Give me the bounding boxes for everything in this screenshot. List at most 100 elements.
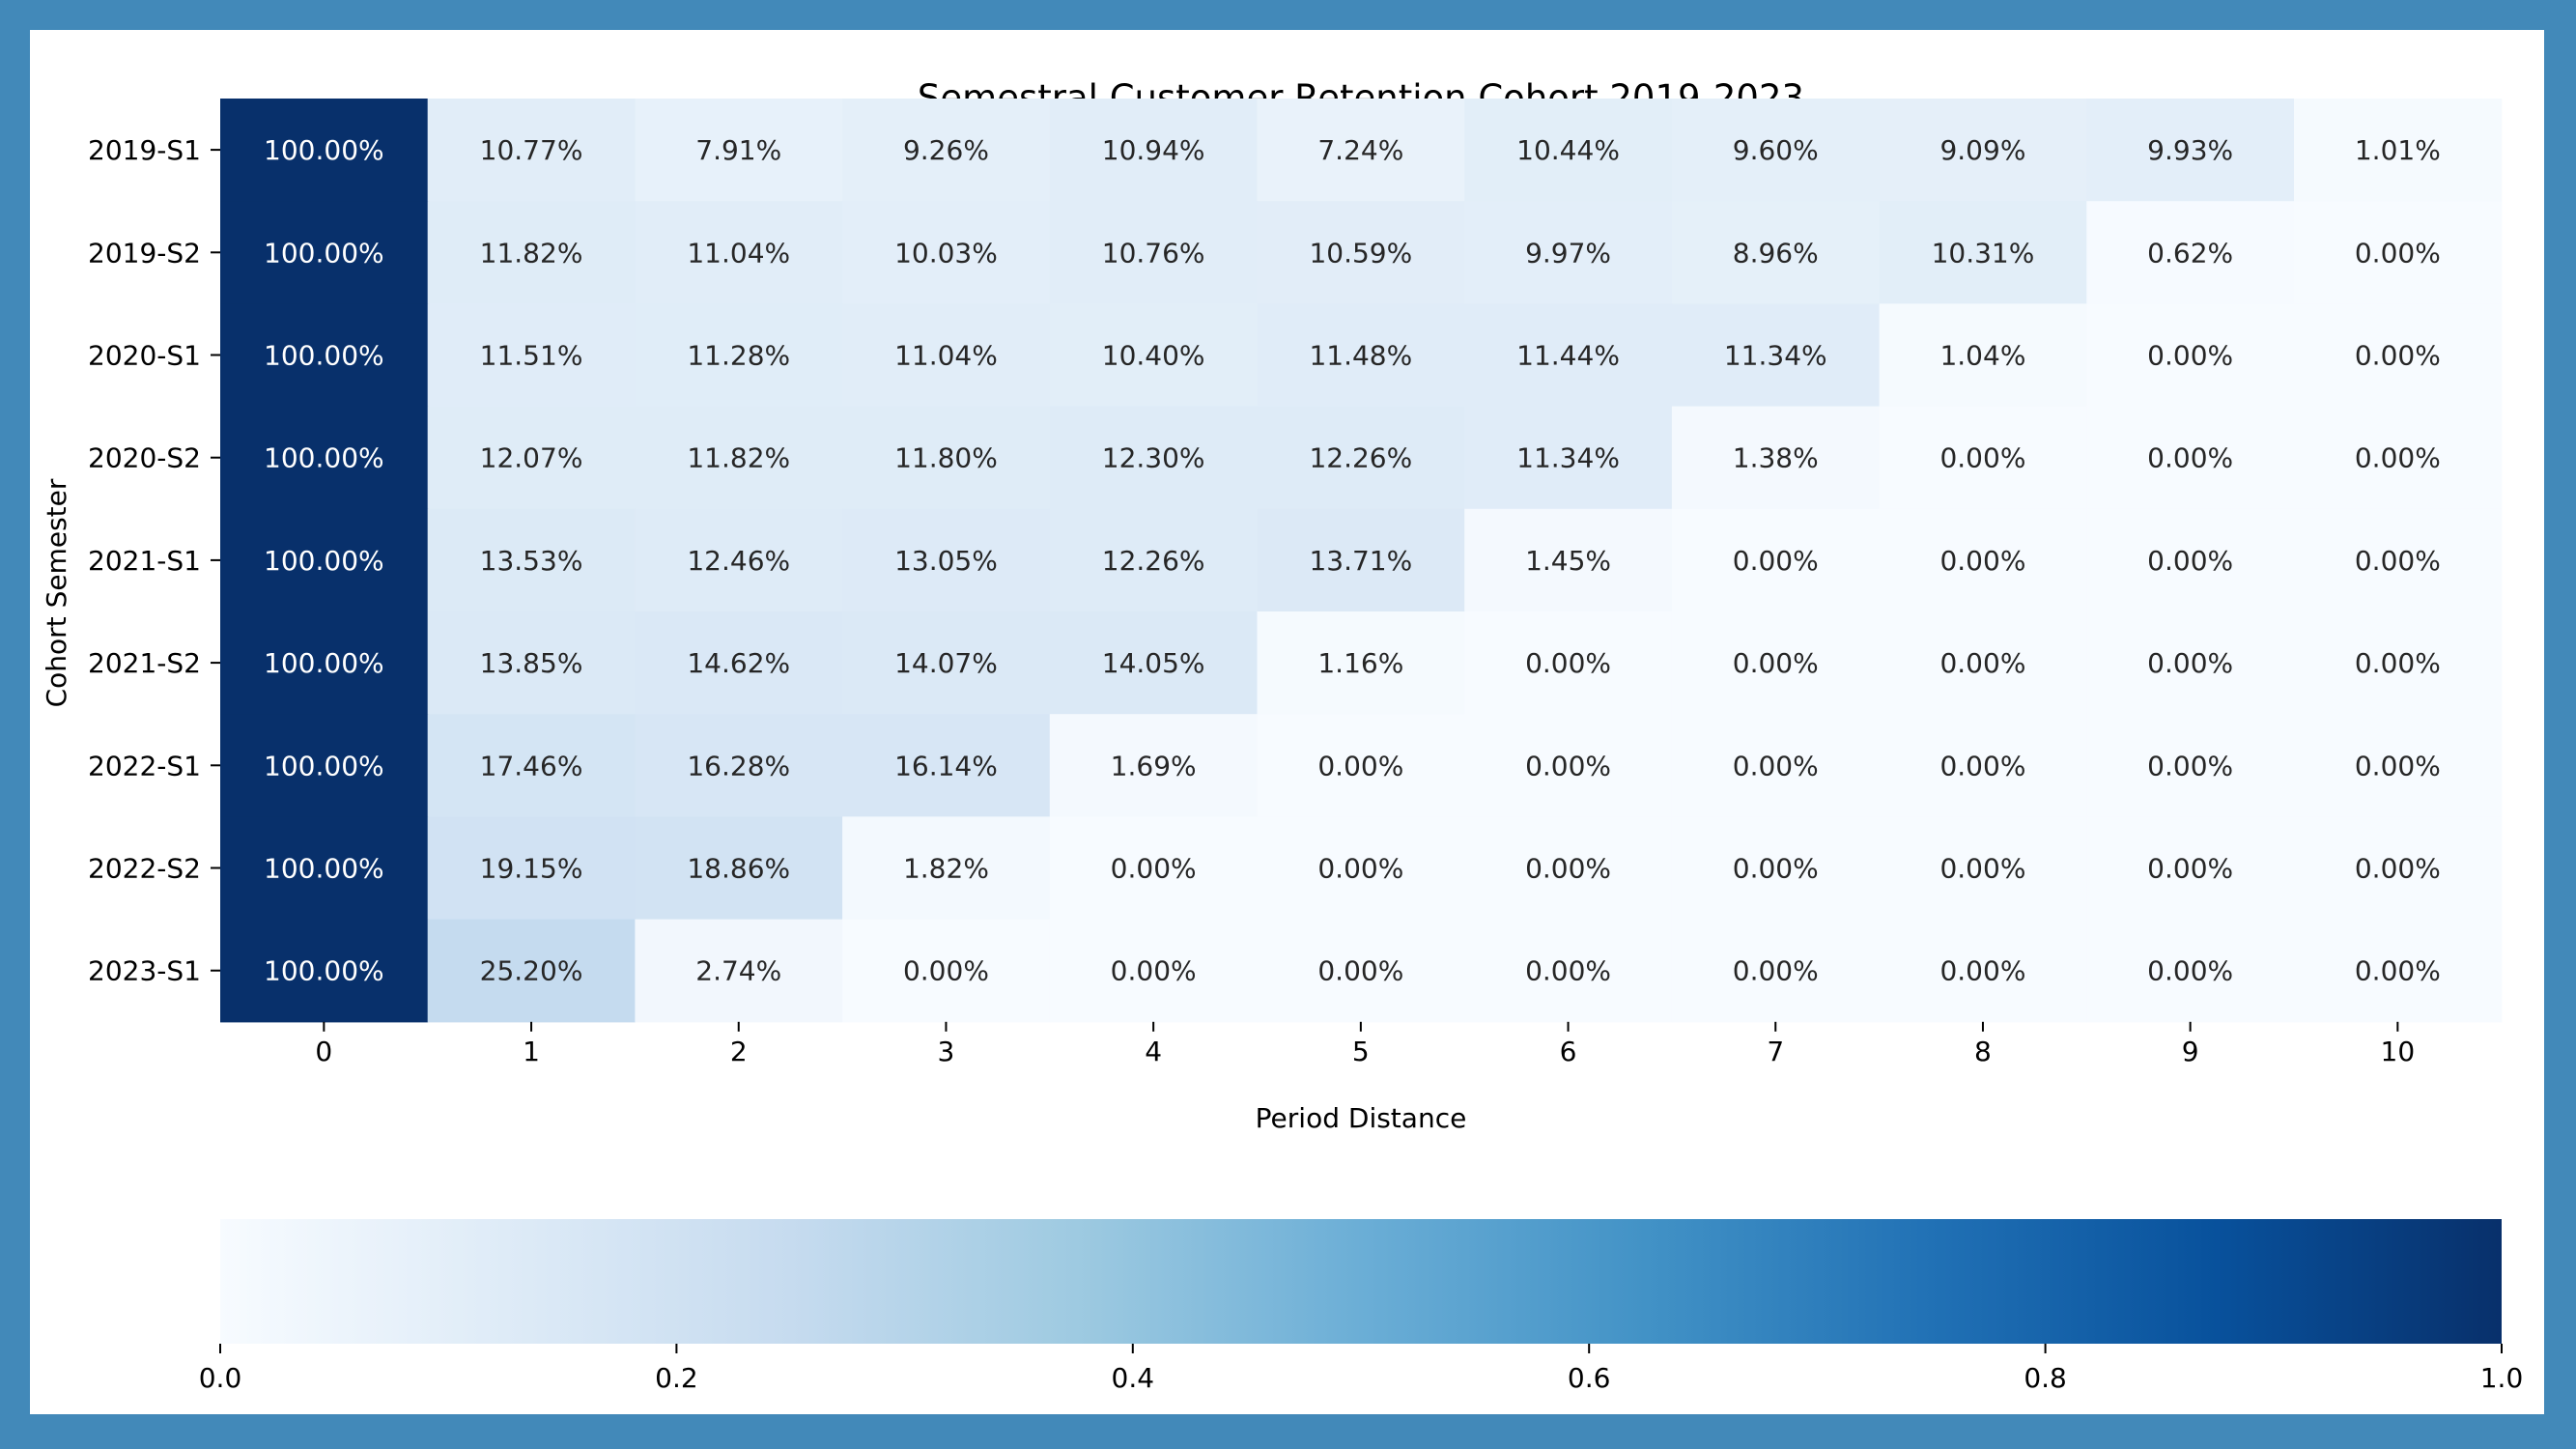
heatmap-cell <box>2294 406 2503 510</box>
cell-value-label: 0.00% <box>2355 545 2441 577</box>
y-axis-label: Cohort Semester <box>41 478 72 707</box>
heatmap-cell <box>1257 714 1465 817</box>
heatmap-cell <box>1049 99 1259 202</box>
x-tick-label: 3 <box>938 1036 955 1067</box>
cell-value-label: 0.00% <box>1525 955 1611 987</box>
cell-value-label: 1.16% <box>1317 647 1403 679</box>
heatmap-cells: 100.00% 10.77% 7.91% 9.26% 10.94% 7.24% 10.44%… <box>220 99 2503 1023</box>
heatmap-cell <box>1257 816 1465 921</box>
heatmap-cell <box>427 406 636 510</box>
heatmap-cell <box>1879 99 2087 202</box>
heatmap-cell <box>842 919 1051 1023</box>
cell-value-label: 0.00% <box>2355 750 2441 781</box>
heatmap-cell <box>635 611 843 715</box>
heatmap-cell <box>1049 611 1259 715</box>
cell-value-label: 0.00% <box>1111 853 1197 885</box>
heatmap-cell <box>427 508 636 612</box>
x-tick-label: 8 <box>1974 1036 1992 1067</box>
cell-value-label: 0.00% <box>2147 647 2233 679</box>
cell-value-label: 16.14% <box>894 750 998 781</box>
heatmap-cell <box>1464 99 1673 202</box>
heatmap-cell <box>220 508 429 612</box>
heatmap-cell <box>427 303 636 408</box>
cell-value-label: 11.04% <box>894 340 998 372</box>
heatmap-cell <box>1049 919 1259 1023</box>
colorbar-tick-label: 0.6 <box>1568 1362 1611 1394</box>
colorbar <box>220 1219 2502 1344</box>
cell-value-label: 0.00% <box>1733 853 1819 885</box>
cell-value-label: 0.00% <box>1939 442 2025 474</box>
y-tick-label: 2021-S1 <box>88 545 201 577</box>
cell-value-label: 14.62% <box>687 647 790 679</box>
heatmap-cell <box>1464 714 1673 817</box>
cell-value-label: 0.00% <box>1733 955 1819 987</box>
cell-value-label: 0.00% <box>2355 340 2441 372</box>
x-tick-label: 6 <box>1560 1036 1577 1067</box>
cell-value-label: 11.82% <box>480 237 583 269</box>
cell-value-label: 0.00% <box>2147 750 2233 781</box>
heatmap-cell <box>1464 303 1673 408</box>
heatmap-cell <box>2086 201 2295 304</box>
cell-value-label: 7.24% <box>1317 134 1403 166</box>
y-tick-label: 2022-S2 <box>88 853 201 885</box>
heatmap-cell <box>2294 99 2503 202</box>
colorbar-tick-label: 0.4 <box>1112 1362 1155 1394</box>
cell-value-label: 0.00% <box>1939 647 2025 679</box>
cell-value-label: 100.00% <box>264 545 384 577</box>
cell-value-label: 9.97% <box>1525 237 1611 269</box>
heatmap-cell <box>2086 303 2295 408</box>
y-tick-label: 2020-S1 <box>88 340 201 372</box>
chart-panel: Semestral Customer Retention Cohort 2019… <box>30 30 2544 1414</box>
cell-value-label: 9.60% <box>1733 134 1819 166</box>
cell-value-label: 0.00% <box>1525 853 1611 885</box>
heatmap-cell <box>635 816 843 921</box>
heatmap-cell <box>427 611 636 715</box>
heatmap-cell <box>1464 508 1673 612</box>
heatmap-cell <box>1671 99 1881 202</box>
cell-value-label: 0.00% <box>2355 955 2441 987</box>
cell-value-label: 100.00% <box>264 647 384 679</box>
heatmap-cell <box>842 99 1051 202</box>
heatmap-cell <box>635 99 843 202</box>
cell-value-label: 16.28% <box>687 750 790 781</box>
heatmap-cell <box>220 406 429 510</box>
y-tick-label: 2020-S2 <box>88 442 201 474</box>
heatmap-cell <box>2294 508 2503 612</box>
heatmap-cell <box>2294 919 2503 1023</box>
heatmap-cell <box>2294 816 2503 921</box>
heatmap-cell <box>220 201 429 304</box>
cell-value-label: 1.69% <box>1111 750 1197 781</box>
y-tick-label: 2023-S1 <box>88 955 201 987</box>
heatmap-cell <box>2294 201 2503 304</box>
heatmap-cell <box>1257 303 1465 408</box>
cell-value-label: 0.00% <box>2355 442 2441 474</box>
cell-value-label: 11.04% <box>687 237 790 269</box>
heatmap-cell <box>1049 714 1259 817</box>
cell-value-label: 14.05% <box>1102 647 1205 679</box>
cell-value-label: 0.00% <box>2147 545 2233 577</box>
cell-value-label: 11.80% <box>894 442 998 474</box>
cell-value-label: 0.00% <box>2147 442 2233 474</box>
heatmap-cell <box>842 714 1051 817</box>
heatmap-cell <box>842 406 1051 510</box>
heatmap-cell <box>1671 201 1881 304</box>
heatmap-cell <box>1879 611 2087 715</box>
cell-value-label: 0.00% <box>2355 853 2441 885</box>
cell-value-label: 13.85% <box>480 647 583 679</box>
cell-value-label: 10.94% <box>1102 134 1205 166</box>
cell-value-label: 10.03% <box>894 237 998 269</box>
cell-value-label: 7.91% <box>695 134 781 166</box>
heatmap-cell <box>842 508 1051 612</box>
x-tick-label: 9 <box>2182 1036 2199 1067</box>
heatmap-cell <box>1257 919 1465 1023</box>
cell-value-label: 10.44% <box>1516 134 1620 166</box>
cell-value-label: 12.46% <box>687 545 790 577</box>
heatmap-cell <box>2294 611 2503 715</box>
cell-value-label: 100.00% <box>264 237 384 269</box>
x-tick-label: 1 <box>523 1036 540 1067</box>
cell-value-label: 100.00% <box>264 750 384 781</box>
x-tick-label: 0 <box>315 1036 332 1067</box>
cell-value-label: 100.00% <box>264 955 384 987</box>
heatmap-cell <box>220 99 429 202</box>
cell-value-label: 11.34% <box>1724 340 1827 372</box>
